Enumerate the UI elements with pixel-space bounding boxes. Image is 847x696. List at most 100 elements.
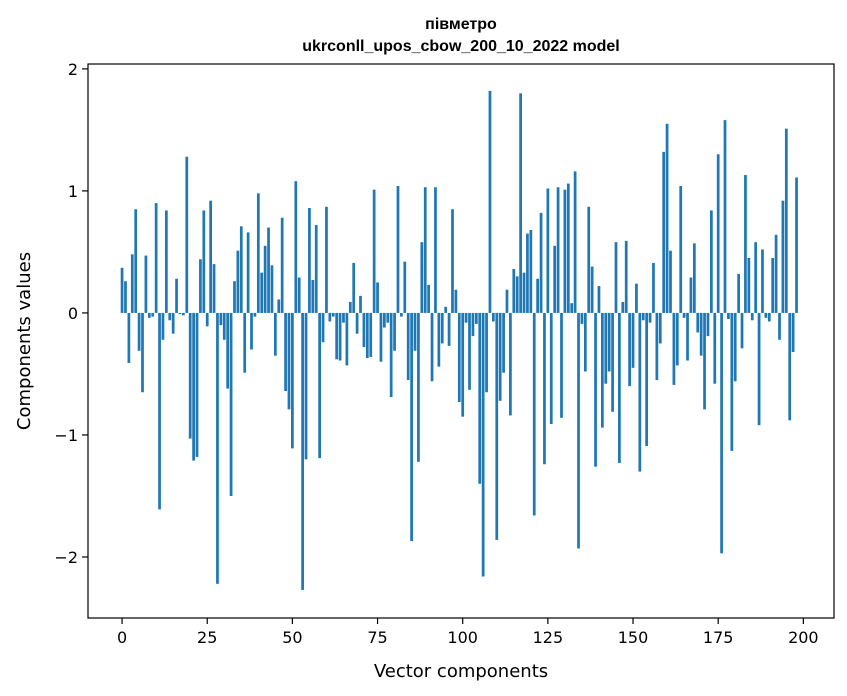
bar (566, 183, 570, 313)
bar (287, 312, 291, 410)
bar (389, 312, 393, 398)
bar (311, 279, 315, 313)
bar (614, 242, 618, 313)
bar (744, 175, 747, 313)
bar (543, 312, 546, 465)
bar (488, 90, 492, 313)
bar (124, 281, 127, 313)
bar (604, 312, 608, 384)
bar (689, 277, 693, 313)
bar (468, 312, 471, 390)
bar (355, 312, 359, 334)
bar (137, 312, 141, 351)
x-axis: 0 25 50 75 100 125 150 175 200 (117, 618, 819, 647)
bar (457, 312, 461, 403)
bar (560, 312, 563, 418)
bar (522, 272, 526, 313)
bar (185, 156, 189, 313)
bar (672, 312, 676, 385)
bar (171, 312, 175, 334)
bar (587, 206, 591, 313)
bar (301, 312, 304, 590)
bar (195, 312, 199, 457)
bar (420, 242, 424, 313)
bar (437, 312, 441, 367)
bar-series (120, 90, 798, 590)
bar (454, 289, 458, 313)
bar (253, 312, 257, 317)
bar (417, 312, 420, 462)
bar (485, 312, 488, 393)
bar (304, 312, 308, 460)
bar (747, 258, 751, 313)
bar (168, 312, 172, 321)
bar (277, 299, 281, 313)
chart-subtitle: ukrconll_upos_cbow_200_10_2022 model (302, 38, 619, 55)
bar (631, 312, 635, 368)
bar (430, 312, 434, 382)
bar (795, 177, 798, 313)
bar (669, 250, 672, 313)
bar (284, 312, 287, 392)
bar (597, 286, 601, 313)
bar (372, 189, 376, 313)
bar (611, 312, 614, 412)
bar (512, 269, 516, 313)
bar (573, 171, 577, 313)
bar (338, 312, 342, 361)
bar (308, 207, 311, 313)
bar (733, 312, 737, 382)
bar (539, 212, 543, 313)
bar (229, 312, 233, 496)
x-tick-label: 100 (447, 628, 478, 647)
bar (648, 312, 652, 323)
bar (761, 249, 764, 313)
bar (440, 312, 444, 344)
bar (703, 312, 706, 410)
bar (750, 312, 754, 321)
bar (256, 193, 260, 313)
bar (406, 312, 410, 381)
bar (771, 258, 775, 313)
bar (222, 312, 226, 340)
bar (369, 312, 373, 357)
y-tick-label: 2 (68, 60, 78, 79)
bar (151, 312, 155, 317)
bar (209, 200, 212, 313)
x-tick-label: 125 (533, 628, 564, 647)
bar (594, 312, 597, 467)
bar (563, 189, 567, 313)
bar (526, 233, 529, 313)
bar (498, 312, 502, 401)
bar (624, 240, 628, 313)
bar (658, 312, 662, 344)
bar (226, 312, 230, 389)
bar (199, 259, 202, 313)
bar (781, 200, 785, 313)
bar (529, 229, 533, 313)
bar (345, 312, 349, 366)
bar (710, 210, 713, 313)
bar (359, 295, 362, 313)
bar (784, 128, 788, 313)
bar (362, 312, 366, 348)
bar (556, 187, 560, 313)
bar (216, 312, 219, 584)
bar (665, 123, 669, 313)
bar (236, 250, 240, 313)
bar (549, 312, 553, 424)
bar (737, 273, 740, 313)
bar (130, 254, 134, 313)
bar (164, 210, 168, 313)
bar (580, 312, 584, 324)
y-tick-label: 1 (68, 182, 78, 201)
bar (461, 312, 465, 417)
bar (192, 312, 195, 461)
bar (635, 283, 638, 313)
bar (662, 151, 666, 313)
bar (365, 312, 369, 359)
bar (509, 312, 512, 416)
bar (335, 312, 339, 360)
bar (348, 301, 352, 313)
bar (321, 312, 325, 343)
